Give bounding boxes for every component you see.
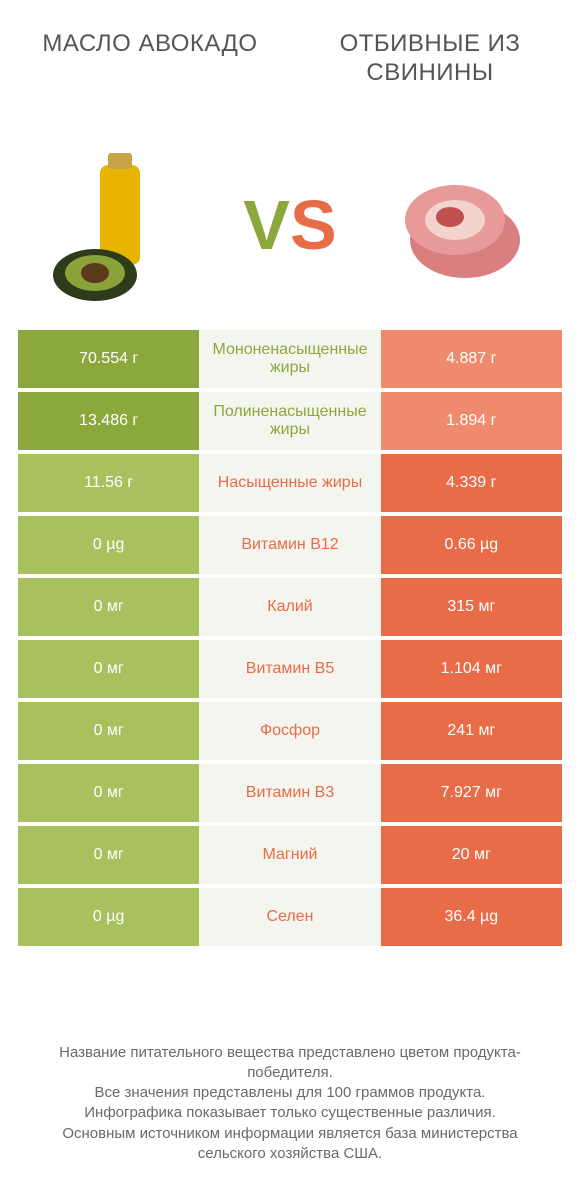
cell-nutrient-name: Калий — [199, 578, 380, 636]
cell-left-value: 0 мг — [18, 640, 199, 698]
cell-nutrient-name: Насыщенные жиры — [199, 454, 380, 512]
footer-line: Все значения представлены для 100 граммо… — [30, 1083, 550, 1103]
cell-nutrient-name: Магний — [199, 826, 380, 884]
cell-right-value: 4.887 г — [381, 330, 562, 388]
header: МАСЛО АВОКАДО ОТБИВНЫЕ ИЗ СВИНИНЫ — [0, 0, 580, 130]
cell-right-value: 1.894 г — [381, 392, 562, 450]
footer-line: Инфографика показывает только существенн… — [30, 1103, 550, 1123]
cell-nutrient-name: Витамин B5 — [199, 640, 380, 698]
cell-nutrient-name: Витамин B3 — [199, 764, 380, 822]
cell-left-value: 70.554 г — [18, 330, 199, 388]
cell-nutrient-name: Витамин B12 — [199, 516, 380, 574]
cell-right-value: 20 мг — [381, 826, 562, 884]
cell-right-value: 315 мг — [381, 578, 562, 636]
cell-left-value: 0 мг — [18, 578, 199, 636]
product-right-image — [370, 135, 550, 315]
images-row: VS — [0, 130, 580, 320]
cell-right-value: 0.66 µg — [381, 516, 562, 574]
vs-s: S — [290, 185, 337, 265]
cell-right-value: 4.339 г — [381, 454, 562, 512]
product-left-image — [30, 135, 210, 315]
cell-left-value: 0 µg — [18, 516, 199, 574]
table-row: 70.554 гМононенасыщенные жиры4.887 г — [18, 330, 562, 388]
product-right-title: ОТБИВНЫЕ ИЗ СВИНИНЫ — [320, 30, 540, 88]
cell-nutrient-name: Полиненасыщенные жиры — [199, 392, 380, 450]
vs-v: V — [243, 185, 290, 265]
footer-note: Название питательного вещества представл… — [30, 1043, 550, 1165]
table-row: 0 мгМагний20 мг — [18, 826, 562, 884]
footer-line: Основным источником информации является … — [30, 1124, 550, 1165]
table-row: 0 мгФосфор241 мг — [18, 702, 562, 760]
footer-line: Название питательного вещества представл… — [30, 1043, 550, 1084]
table-row: 13.486 гПолиненасыщенные жиры1.894 г — [18, 392, 562, 450]
cell-nutrient-name: Селен — [199, 888, 380, 946]
table-row: 11.56 гНасыщенные жиры4.339 г — [18, 454, 562, 512]
product-left-title: МАСЛО АВОКАДО — [40, 30, 260, 59]
cell-left-value: 11.56 г — [18, 454, 199, 512]
comparison-table: 70.554 гМононенасыщенные жиры4.887 г13.4… — [0, 330, 580, 946]
cell-right-value: 36.4 µg — [381, 888, 562, 946]
cell-right-value: 1.104 мг — [381, 640, 562, 698]
cell-nutrient-name: Мононенасыщенные жиры — [199, 330, 380, 388]
table-row: 0 µgВитамин B120.66 µg — [18, 516, 562, 574]
table-row: 0 мгКалий315 мг — [18, 578, 562, 636]
cell-left-value: 13.486 г — [18, 392, 199, 450]
vs-label: VS — [243, 185, 336, 265]
cell-left-value: 0 µg — [18, 888, 199, 946]
table-row: 0 µgСелен36.4 µg — [18, 888, 562, 946]
cell-left-value: 0 мг — [18, 702, 199, 760]
cell-left-value: 0 мг — [18, 764, 199, 822]
cell-left-value: 0 мг — [18, 826, 199, 884]
cell-right-value: 241 мг — [381, 702, 562, 760]
cell-nutrient-name: Фосфор — [199, 702, 380, 760]
table-row: 0 мгВитамин B51.104 мг — [18, 640, 562, 698]
table-row: 0 мгВитамин B37.927 мг — [18, 764, 562, 822]
cell-right-value: 7.927 мг — [381, 764, 562, 822]
